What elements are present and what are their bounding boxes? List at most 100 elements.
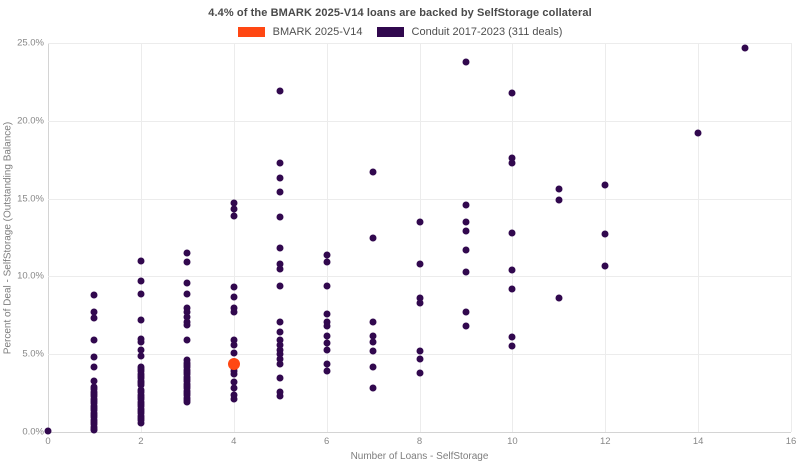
scatter-point-conduit[interactable] [369,384,377,392]
scatter-point-conduit[interactable] [230,205,238,213]
scatter-point-conduit[interactable] [183,308,191,316]
scatter-point-conduit[interactable] [276,318,284,326]
scatter-point-conduit[interactable] [230,391,238,399]
scatter-point-conduit[interactable] [230,212,238,220]
scatter-point-conduit[interactable] [369,347,377,355]
scatter-point-conduit[interactable] [416,294,423,302]
scatter-point-conduit[interactable] [462,322,470,330]
scatter-point-conduit[interactable] [183,290,191,298]
scatter-point-conduit[interactable] [276,282,284,290]
scatter-point-conduit[interactable] [276,360,284,368]
scatter-point-conduit[interactable] [555,185,563,193]
scatter-point-conduit[interactable] [323,251,331,259]
scatter-point-conduit[interactable] [183,321,191,329]
scatter-point-conduit[interactable] [369,363,377,371]
scatter-point-conduit[interactable] [276,213,284,221]
scatter-point-conduit[interactable] [137,381,145,389]
scatter-point-conduit[interactable] [230,336,238,344]
scatter-point-conduit[interactable] [90,308,98,316]
scatter-point-conduit[interactable] [508,266,516,274]
scatter-point-conduit[interactable] [323,332,331,340]
scatter-point-conduit[interactable] [183,313,191,321]
scatter-point-conduit[interactable] [508,342,516,350]
scatter-point-conduit[interactable] [183,336,191,344]
scatter-point-conduit[interactable] [323,282,331,290]
legend-item-bmark[interactable]: BMARK 2025-V14 [237,26,363,38]
plot-area[interactable] [44,43,792,435]
scatter-point-conduit[interactable] [90,336,98,344]
scatter-point-conduit[interactable] [230,384,238,392]
scatter-point-conduit[interactable] [508,89,516,97]
scatter-point-conduit[interactable] [183,398,191,406]
legend-item-conduit[interactable]: Conduit 2017-2023 (311 deals) [376,26,562,38]
scatter-point-conduit[interactable] [230,199,238,207]
scatter-point-conduit[interactable] [323,360,331,368]
scatter-point-conduit[interactable] [230,308,238,316]
scatter-point-conduit[interactable] [183,279,191,287]
scatter-point-conduit[interactable] [276,341,284,349]
scatter-point-conduit[interactable] [137,290,145,298]
scatter-point-conduit[interactable] [555,196,563,204]
scatter-point-conduit[interactable] [183,304,191,312]
scatter-point-conduit[interactable] [323,322,331,330]
scatter-point-conduit[interactable] [462,227,470,235]
scatter-point-conduit[interactable] [230,293,238,301]
scatter-point-conduit[interactable] [416,355,423,363]
scatter-point-conduit[interactable] [276,336,284,344]
scatter-point-conduit[interactable] [90,291,98,299]
scatter-point-conduit[interactable] [90,377,98,385]
scatter-point-conduit[interactable] [276,374,284,382]
scatter-point-conduit[interactable] [462,308,470,316]
scatter-point-conduit[interactable] [276,388,284,396]
scatter-point-conduit[interactable] [416,260,423,268]
scatter-point-conduit[interactable] [44,427,52,435]
scatter-point-conduit[interactable] [137,257,145,265]
scatter-point-conduit[interactable] [230,341,238,349]
scatter-point-conduit[interactable] [508,285,516,293]
scatter-point-conduit[interactable] [508,333,516,341]
scatter-point-conduit[interactable] [323,258,331,266]
scatter-point-conduit[interactable] [323,339,331,347]
scatter-point-conduit[interactable] [276,87,284,95]
scatter-point-conduit[interactable] [137,352,145,360]
scatter-point-conduit[interactable] [137,419,145,427]
scatter-point-conduit[interactable] [462,58,470,66]
scatter-point-conduit[interactable] [369,338,377,346]
scatter-point-conduit[interactable] [323,346,331,354]
scatter-point-conduit[interactable] [276,188,284,196]
scatter-point-conduit[interactable] [462,218,470,226]
scatter-point-conduit[interactable] [416,299,423,307]
scatter-point-conduit[interactable] [90,314,98,322]
scatter-point-conduit[interactable] [230,395,238,403]
scatter-point-bmark[interactable] [227,357,240,370]
scatter-point-conduit[interactable] [462,268,470,276]
scatter-point-conduit[interactable] [323,310,331,318]
scatter-point-conduit[interactable] [276,244,284,252]
scatter-point-conduit[interactable] [508,229,516,237]
scatter-point-conduit[interactable] [230,349,238,357]
scatter-point-conduit[interactable] [276,392,284,400]
scatter-point-conduit[interactable] [369,234,377,241]
scatter-point-conduit[interactable] [694,129,702,137]
scatter-point-conduit[interactable] [369,332,377,340]
scatter-point-conduit[interactable] [601,181,609,189]
scatter-point-conduit[interactable] [508,159,516,167]
scatter-point-conduit[interactable] [416,369,423,377]
scatter-point-conduit[interactable] [137,316,145,324]
scatter-point-conduit[interactable] [276,350,284,358]
scatter-point-conduit[interactable] [601,230,609,238]
scatter-point-conduit[interactable] [183,258,191,266]
scatter-point-conduit[interactable] [230,378,238,386]
scatter-point-conduit[interactable] [90,353,98,361]
scatter-point-conduit[interactable] [276,260,284,268]
scatter-point-conduit[interactable] [276,265,284,273]
scatter-point-conduit[interactable] [555,294,563,302]
scatter-point-conduit[interactable] [276,174,284,182]
scatter-point-conduit[interactable] [90,426,98,434]
scatter-point-conduit[interactable] [276,328,284,336]
scatter-point-conduit[interactable] [323,367,331,375]
scatter-point-conduit[interactable] [230,370,238,378]
scatter-point-conduit[interactable] [276,346,284,354]
scatter-point-conduit[interactable] [230,283,238,291]
scatter-point-conduit[interactable] [416,347,423,355]
